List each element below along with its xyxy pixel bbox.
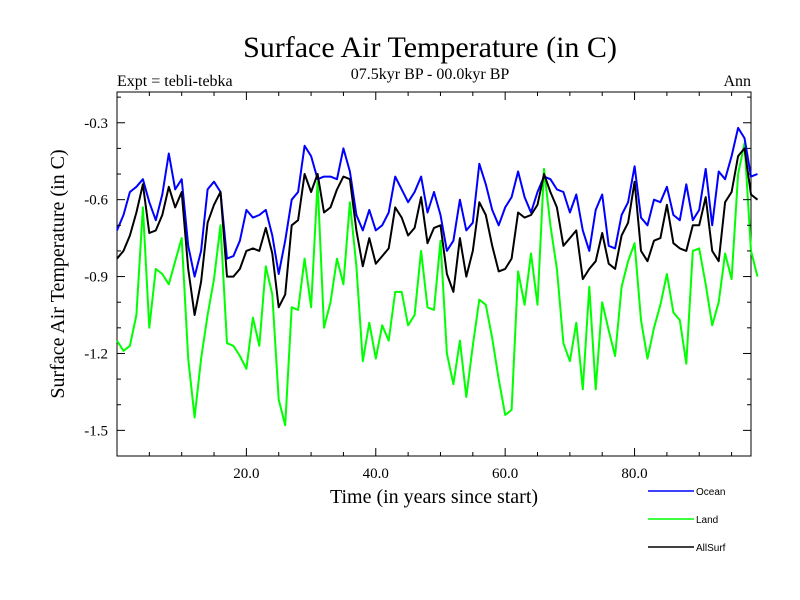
legend-label-ocean: Ocean [696,487,725,498]
y-tick-label: -1.5 [84,423,108,439]
legend-label-allsurf: AllSurf [696,543,726,554]
series-line-ocean [116,126,758,278]
subtitle-left: Expt = tebli-tebka [117,73,233,90]
x-tick-label: 60.0 [492,466,518,482]
y-axis-ticks: -0.3 -0.6 -0.9 -1.2 -1.5 [84,96,751,457]
y-tick-label: -0.6 [84,193,108,209]
series-line-allsurf [116,147,759,316]
subtitle-center: 07.5kyr BP - 00.0kyr BP [351,66,510,83]
x-axis-label: Time (in years since start) [330,486,538,508]
x-tick-label: 80.0 [621,466,647,482]
plot-frame [116,91,752,457]
y-tick-label: -0.9 [84,270,108,286]
x-tick-label: 40.0 [363,466,389,482]
series-lines [116,126,759,427]
subtitle-right: Ann [723,73,751,90]
series-line-land [116,142,759,427]
x-tick-label: 20.0 [233,466,259,482]
x-axis-ticks: 20.0 40.0 60.0 80.0 [116,92,733,482]
chart-title: Surface Air Temperature (in C) [243,31,617,64]
y-axis-label: Surface Air Temperature (in C) [47,149,69,398]
y-tick-label: -1.2 [84,346,108,362]
legend: Ocean Land AllSurf [648,487,726,554]
y-tick-label: -0.3 [84,116,108,132]
legend-label-land: Land [696,515,718,526]
